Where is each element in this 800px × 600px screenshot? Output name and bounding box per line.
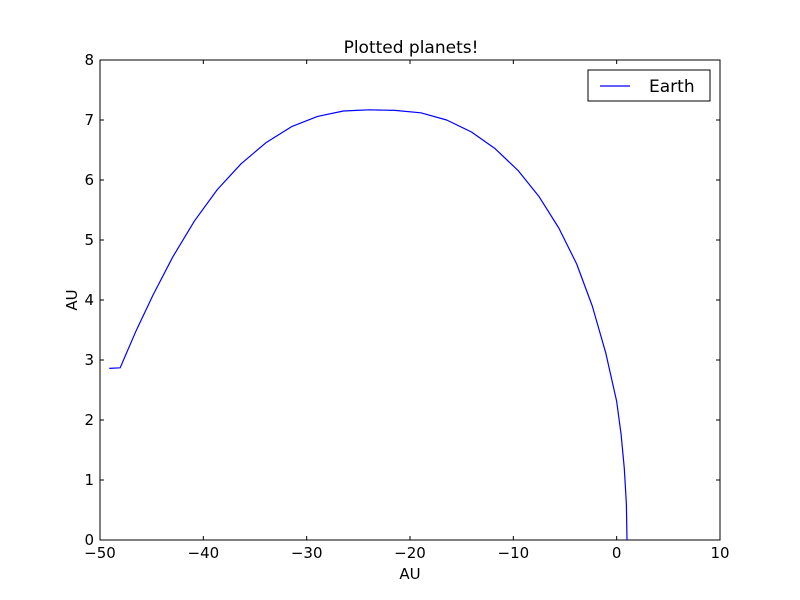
y-tick-label: 8 — [84, 51, 94, 69]
plot-area: −50 −40 −30 −20 −10 0 10 0 1 2 3 4 5 6 7 8 — [84, 51, 729, 562]
x-tick-label: −20 — [394, 544, 426, 562]
y-tick-label: 1 — [84, 471, 94, 489]
chart-title: Plotted planets! — [344, 38, 479, 58]
series-layer — [109, 109, 628, 541]
x-axis-label: AU — [399, 565, 420, 583]
x-tick-label: 0 — [612, 544, 622, 562]
legend: Earth — [587, 69, 711, 102]
x-tick-label: −40 — [188, 544, 220, 562]
y-tick-label: 3 — [84, 351, 94, 369]
x-tick-label: −50 — [84, 544, 116, 562]
y-tick-label: 6 — [84, 171, 94, 189]
x-tick-label: 10 — [710, 544, 729, 562]
series-line-earth — [109, 109, 628, 541]
y-tick-label: 5 — [84, 231, 94, 249]
legend-box — [587, 69, 711, 102]
y-tick-label: 7 — [84, 111, 94, 129]
plot-frame — [99, 59, 721, 541]
x-tick-label: −30 — [291, 544, 323, 562]
y-axis-label: AU — [63, 289, 81, 310]
legend-label-earth: Earth — [649, 77, 695, 97]
axis-ticks — [99, 59, 721, 541]
y-tick-label: 2 — [84, 411, 94, 429]
x-tick-label: −10 — [498, 544, 530, 562]
y-tick-label: 0 — [84, 531, 94, 549]
axis-tick-labels: −50 −40 −30 −20 −10 0 10 0 1 2 3 4 5 6 7 8 — [84, 51, 729, 562]
y-tick-label: 4 — [84, 291, 94, 309]
